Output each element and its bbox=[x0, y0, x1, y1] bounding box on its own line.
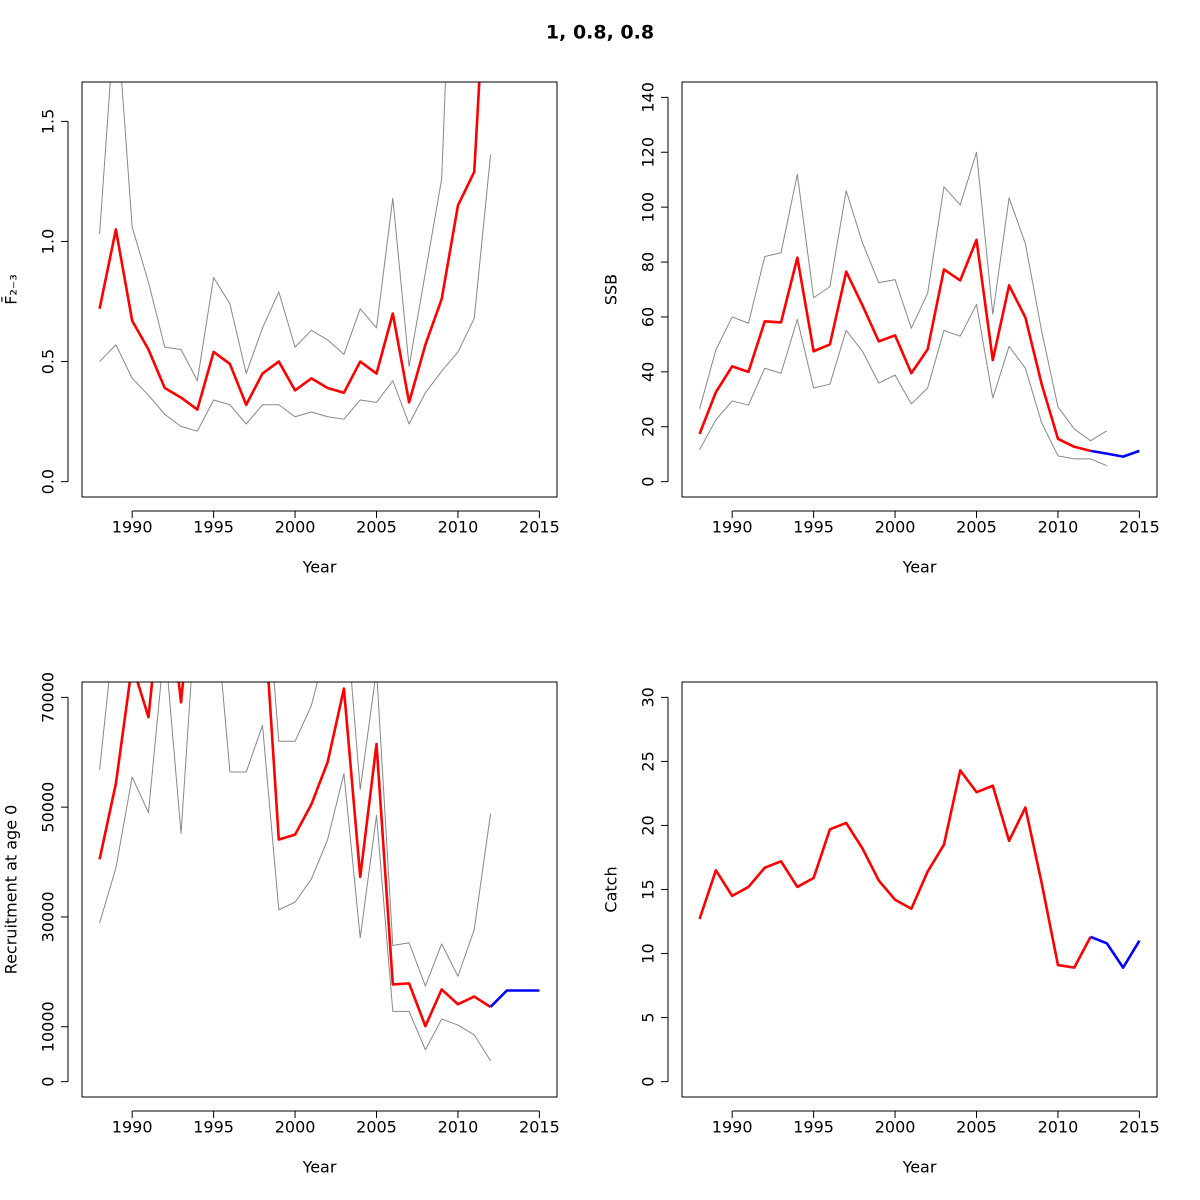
x-tick-label: 2000 bbox=[275, 1118, 316, 1137]
x-tick-label: 2015 bbox=[519, 518, 560, 537]
plot-area bbox=[98, 682, 540, 1062]
y-tick-label: 140 bbox=[639, 82, 658, 113]
x-tick-label: 1995 bbox=[193, 1118, 234, 1137]
plot-box bbox=[81, 81, 558, 498]
x-tick-label: 2005 bbox=[356, 1118, 397, 1137]
y-tick-label: 100 bbox=[639, 192, 658, 223]
y-tick-label: 60 bbox=[639, 307, 658, 327]
series-line bbox=[1090, 935, 1141, 969]
plot-box bbox=[681, 81, 1158, 498]
x-tick-label: 1995 bbox=[793, 1118, 834, 1137]
series-line bbox=[699, 151, 1108, 442]
x-tick-label: 1995 bbox=[193, 518, 234, 537]
y-tick-label: 30000 bbox=[39, 891, 58, 942]
series-line bbox=[99, 682, 492, 987]
x-axis-title: Year bbox=[302, 558, 337, 577]
series-line bbox=[99, 682, 491, 1062]
y-tick-label: 70000 bbox=[39, 672, 58, 723]
y-tick-label: 10 bbox=[639, 943, 658, 963]
y-tick-label: 1.5 bbox=[39, 109, 58, 134]
x-tick-label: 2010 bbox=[1038, 1118, 1079, 1137]
series-line bbox=[698, 769, 1092, 969]
plot-box bbox=[681, 681, 1158, 1098]
plot-area bbox=[98, 82, 492, 432]
y-axis-title: F̄₂₋₃ bbox=[2, 274, 21, 304]
x-tick-label: 1990 bbox=[712, 1118, 753, 1137]
y-axis-title: SSB bbox=[602, 274, 621, 305]
x-tick-label: 2010 bbox=[1038, 518, 1079, 537]
x-tick-label: 2015 bbox=[1119, 518, 1160, 537]
x-axis-title: Year bbox=[902, 558, 937, 577]
x-tick-label: 2015 bbox=[519, 1118, 560, 1137]
x-tick-label: 1990 bbox=[112, 518, 153, 537]
y-tick-label: 0.0 bbox=[39, 469, 58, 494]
y-tick-label: 10000 bbox=[39, 1001, 58, 1052]
x-tick-label: 2010 bbox=[438, 1118, 479, 1137]
y-tick-label: 30 bbox=[639, 687, 658, 707]
plot-area bbox=[698, 769, 1141, 969]
x-tick-label: 2000 bbox=[875, 1118, 916, 1137]
y-tick-label: 80 bbox=[639, 252, 658, 272]
panel: 1990 1995 2000 2005 2010 2015 Year 0 20 40 60 80 100… bbox=[602, 81, 1160, 577]
y-tick-label: 15 bbox=[639, 879, 658, 899]
series-line bbox=[99, 82, 446, 382]
plot-area bbox=[698, 151, 1140, 467]
series-line bbox=[98, 682, 492, 1028]
panel: 1990 1995 2000 2005 2010 2015 Year 0 5 10 15 20 25 30… bbox=[602, 681, 1160, 1177]
x-tick-label: 1995 bbox=[793, 518, 834, 537]
series-line bbox=[1090, 449, 1140, 458]
y-tick-label: 40 bbox=[639, 362, 658, 382]
series-line bbox=[699, 303, 1108, 467]
y-tick-label: 0.5 bbox=[39, 349, 58, 374]
panel: 1990 1995 2000 2005 2010 2015 Year 0 10000 30000 5… bbox=[2, 672, 560, 1177]
x-axis-title: Year bbox=[902, 1158, 937, 1177]
y-tick-label: 50000 bbox=[39, 782, 58, 833]
y-tick-label: 0 bbox=[39, 1077, 58, 1087]
x-tick-label: 2010 bbox=[438, 518, 479, 537]
y-tick-label: 0 bbox=[639, 477, 658, 487]
x-tick-label: 2000 bbox=[275, 518, 316, 537]
y-axis-title: Catch bbox=[602, 866, 621, 912]
y-axis-title: Recruitment at age 0 bbox=[2, 805, 21, 975]
y-tick-label: 20 bbox=[639, 815, 658, 835]
y-tick-label: 120 bbox=[639, 137, 658, 168]
y-tick-label: 1.0 bbox=[39, 229, 58, 254]
x-tick-label: 1990 bbox=[712, 518, 753, 537]
y-tick-label: 25 bbox=[639, 751, 658, 771]
series-line bbox=[698, 238, 1091, 453]
series-line bbox=[489, 989, 540, 1008]
x-tick-label: 1990 bbox=[112, 1118, 153, 1137]
x-axis-title: Year bbox=[302, 1158, 337, 1177]
x-tick-label: 2005 bbox=[956, 518, 997, 537]
x-tick-label: 2005 bbox=[956, 1118, 997, 1137]
y-tick-label: 5 bbox=[639, 1012, 658, 1022]
series-line bbox=[99, 154, 492, 432]
y-tick-label: 0 bbox=[639, 1077, 658, 1087]
x-tick-label: 2000 bbox=[875, 518, 916, 537]
plot-box bbox=[81, 681, 558, 1098]
x-tick-label: 2015 bbox=[1119, 1118, 1160, 1137]
y-tick-label: 20 bbox=[639, 417, 658, 437]
series-line bbox=[98, 82, 481, 411]
panel: 1990 1995 2000 2005 2010 2015 Year 0.0 0.5 1.0 1.5… bbox=[2, 81, 560, 577]
x-tick-label: 2005 bbox=[356, 518, 397, 537]
figure-title: 1, 0.8, 0.8 bbox=[546, 22, 654, 44]
